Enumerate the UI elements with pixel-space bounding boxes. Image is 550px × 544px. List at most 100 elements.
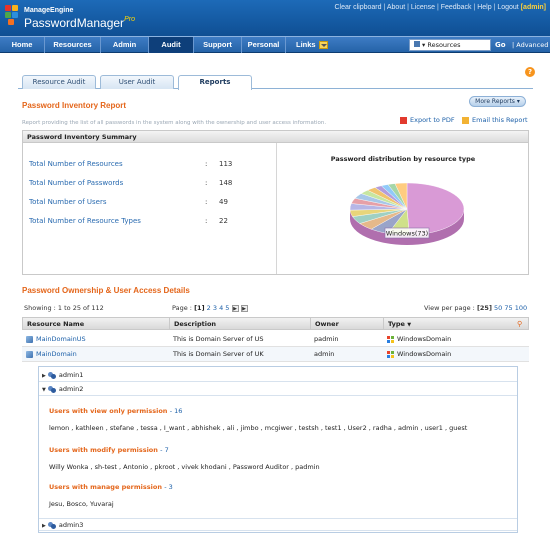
- pie-depth: [350, 209, 464, 245]
- more-reports-label: More Reports: [475, 98, 515, 105]
- email-icon: [462, 116, 469, 124]
- table-row: MainDomainUS This is Domain Server of US…: [22, 332, 529, 347]
- per-page-50[interactable]: 50: [494, 304, 503, 312]
- permission-count: - 7: [160, 446, 169, 454]
- nav-tab-resources[interactable]: Resources: [45, 37, 101, 53]
- resource-name: MainDomain: [36, 350, 77, 358]
- export-pdf-link[interactable]: Export to PDF: [400, 116, 455, 124]
- user-account-icon: [47, 521, 56, 529]
- table-header: Resource Name Description Owner Type ▼ ⚲: [22, 317, 529, 330]
- modify-permission-title: Users with modify permission - 7: [49, 446, 169, 454]
- windows-icon: [387, 335, 394, 343]
- tab-reports[interactable]: Reports: [178, 75, 252, 90]
- column-owner[interactable]: Owner: [311, 318, 384, 330]
- tab-resource-audit[interactable]: Resource Audit: [22, 75, 96, 89]
- windows-icon: [387, 350, 394, 358]
- go-button[interactable]: Go: [495, 41, 506, 49]
- sort-desc-icon: ▼: [407, 322, 412, 328]
- resource-type: WindowsDomain: [383, 347, 451, 361]
- page-2[interactable]: 2: [206, 304, 211, 312]
- collapse-icon[interactable]: ▼: [42, 387, 46, 393]
- resource-icon: [26, 335, 33, 343]
- search-scope-select[interactable]: ▾ Resources: [409, 39, 491, 51]
- page-4[interactable]: 4: [219, 304, 224, 312]
- report-description: Report providing the list of all passwor…: [22, 120, 327, 126]
- brand-product: PasswordManagerPro: [24, 16, 135, 30]
- summary-colon: :: [205, 160, 208, 168]
- clear-clipboard-link[interactable]: Clear clipboard: [334, 4, 382, 11]
- page-5[interactable]: 5: [225, 304, 230, 312]
- manage-permission-users: Jesu, Bosco, Yuvaraj: [49, 500, 114, 508]
- view-per-page-label: View per page :: [424, 304, 475, 312]
- resource-owner: padmin: [314, 335, 339, 343]
- links-label: Links: [296, 40, 316, 49]
- top-links: Clear clipboard | About | License | Feed…: [334, 4, 546, 11]
- license-link[interactable]: License: [410, 4, 436, 11]
- email-report-link[interactable]: Email this Report: [462, 116, 528, 124]
- next-page-icon[interactable]: ▶: [231, 304, 239, 312]
- resource-link[interactable]: MainDomain: [22, 347, 77, 361]
- resource-description: This is Domain Server of UK: [173, 350, 264, 358]
- expand-icon[interactable]: ▶: [42, 373, 46, 379]
- nav-tab-home[interactable]: Home: [0, 37, 45, 53]
- help-icon[interactable]: ?: [525, 67, 535, 77]
- user-account-icon: [47, 385, 56, 393]
- summary-value-resources: 113: [219, 160, 233, 168]
- resource-icon: [26, 350, 33, 358]
- pdf-icon: [400, 116, 407, 124]
- pagination: Page : [1] 2 3 4 5 ▶ ▶: [172, 304, 248, 312]
- advanced-label: Advanced: [516, 41, 549, 49]
- tab-user-audit[interactable]: User Audit: [100, 75, 174, 89]
- search-icon[interactable]: ⚲: [517, 320, 523, 328]
- nav-tab-personal[interactable]: Personal: [242, 37, 286, 53]
- pie-side: [350, 209, 464, 245]
- account-row-admin3[interactable]: ▶ admin3: [39, 518, 517, 531]
- account-row-admin1[interactable]: ▶ admin1: [39, 369, 517, 382]
- resource-link[interactable]: MainDomainUS: [22, 332, 86, 346]
- about-link[interactable]: About: [386, 4, 406, 11]
- expand-icon[interactable]: ▶: [42, 523, 46, 529]
- report-title: Password Inventory Report: [22, 101, 127, 110]
- per-page-25: [25]: [476, 304, 492, 312]
- nav-tab-audit[interactable]: Audit: [149, 37, 194, 53]
- logout-link[interactable]: Logout: [497, 4, 519, 11]
- chart-title: Password distribution by resource type: [330, 155, 476, 163]
- summary-colon: :: [205, 179, 208, 187]
- column-description[interactable]: Description: [170, 318, 311, 330]
- nav-tab-support[interactable]: Support: [194, 37, 242, 53]
- account-name: admin1: [58, 371, 84, 379]
- permission-title: Users with modify permission: [49, 446, 158, 454]
- feedback-link[interactable]: Feedback: [440, 4, 472, 11]
- table-row: MainDomain This is Domain Server of UK a…: [22, 347, 529, 362]
- pie-slices: [349, 182, 465, 236]
- modify-permission-users: Willy Wonka , sh-test , Antonio , pkroot…: [49, 463, 320, 471]
- summary-value-passwords: 148: [219, 179, 233, 187]
- per-page-100[interactable]: 100: [514, 304, 528, 312]
- resource-type: WindowsDomain: [383, 332, 451, 346]
- export-pdf-label: Export to PDF: [410, 116, 455, 124]
- page-1: [1]: [194, 304, 205, 312]
- audit-subtabs: Resource Audit User Audit Reports: [18, 75, 533, 90]
- advanced-search-link[interactable]: | Advanced: [512, 41, 549, 49]
- column-type-label: Type: [388, 320, 405, 328]
- chevron-down-icon: [318, 41, 328, 50]
- brand-vendor: ManageEngine: [24, 7, 74, 14]
- help-link[interactable]: Help: [477, 4, 492, 11]
- links-menu-button[interactable]: Links: [296, 39, 362, 51]
- user-account-icon: [47, 371, 56, 379]
- per-page-75[interactable]: 75: [504, 304, 513, 312]
- account-row-admin2[interactable]: ▼ admin2: [39, 383, 517, 396]
- resource-name: MainDomainUS: [36, 335, 86, 343]
- more-reports-button[interactable]: More Reports ▾: [469, 96, 526, 107]
- account-name: admin2: [58, 385, 84, 393]
- permission-title: Users with view only permission: [49, 407, 168, 415]
- resource-type-pie-chart: Windows(73): [349, 182, 465, 245]
- column-type[interactable]: Type ▼: [384, 318, 512, 330]
- last-page-icon[interactable]: ▶: [240, 304, 248, 312]
- app-header: ManageEngine PasswordManagerPro Clear cl…: [0, 0, 550, 36]
- nav-tab-admin[interactable]: Admin: [101, 37, 149, 53]
- column-resource-name[interactable]: Resource Name: [23, 318, 170, 330]
- pie-slice-label: Windows(73): [386, 230, 428, 238]
- page-3[interactable]: 3: [212, 304, 217, 312]
